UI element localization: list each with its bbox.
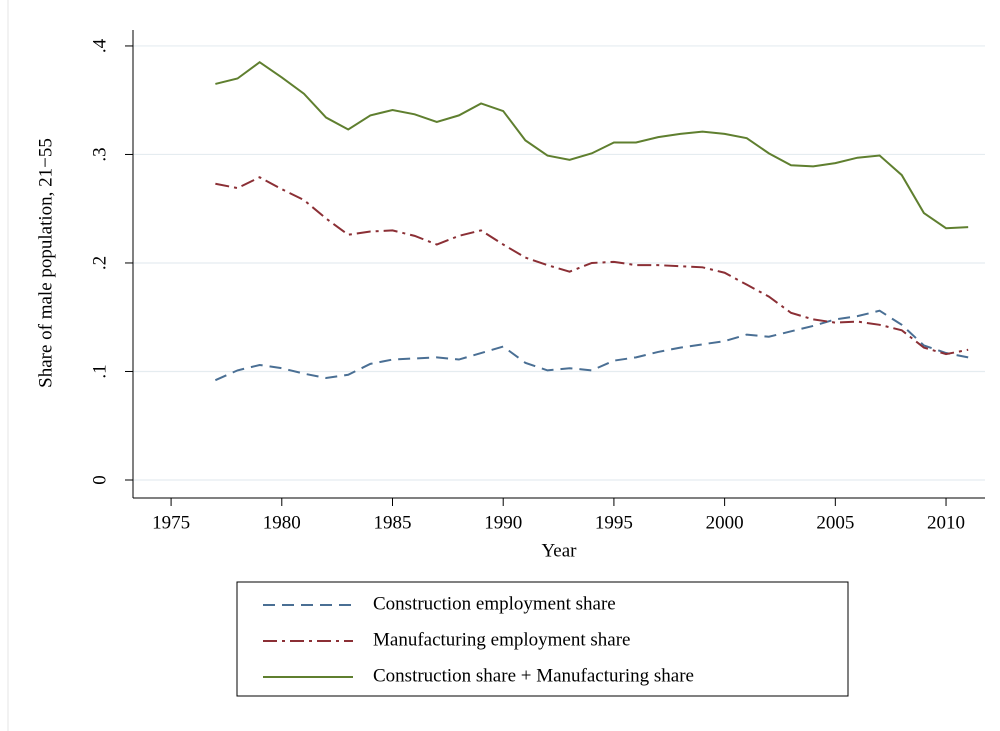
y-tick-label: .4 <box>89 38 110 53</box>
series-line <box>215 61 969 230</box>
legend-label: Manufacturing employment share <box>373 629 630 650</box>
x-tick-label: 1980 <box>263 512 301 533</box>
y-axis-label: Share of male population, 21−55 <box>35 138 56 388</box>
x-tick-label: 2000 <box>706 512 744 533</box>
series-line <box>215 176 969 356</box>
series-line <box>214 309 969 382</box>
x-tick-label: 1990 <box>484 512 522 533</box>
x-axis-label: Year <box>541 540 577 561</box>
y-tick-label: .3 <box>89 147 110 161</box>
y-tick-label: .2 <box>89 256 110 270</box>
x-tick-label: 2005 <box>816 512 854 533</box>
legend-label: Construction employment share <box>373 593 616 614</box>
x-tick-label: 1995 <box>595 512 633 533</box>
y-tick-label: 0 <box>89 475 110 485</box>
x-tick-label: 2010 <box>927 512 965 533</box>
x-tick-label: 1985 <box>373 512 411 533</box>
y-tick-label: .1 <box>89 364 110 378</box>
legend-label: Construction share + Manufacturing share <box>373 665 694 686</box>
x-tick-label: 1975 <box>152 512 190 533</box>
